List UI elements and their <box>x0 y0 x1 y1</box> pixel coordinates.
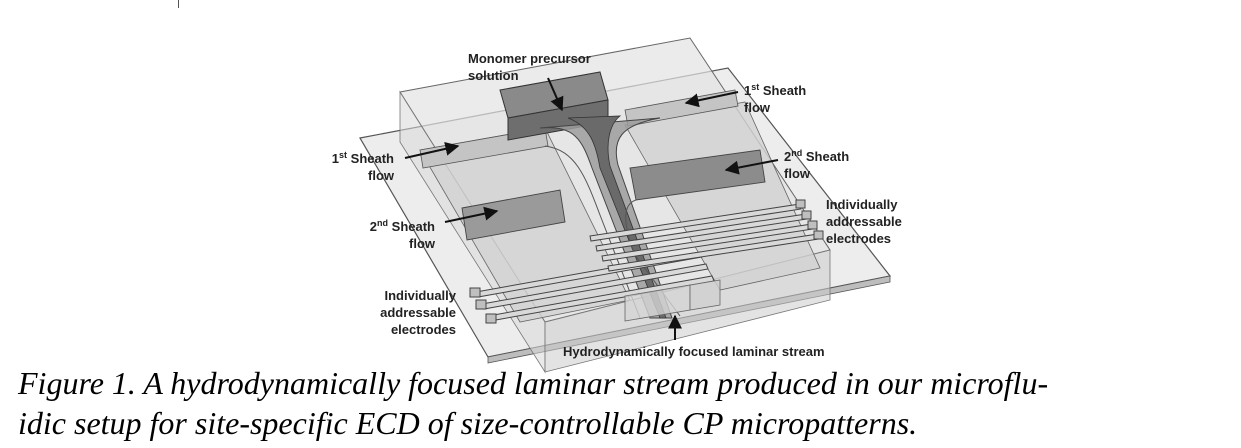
arrow-first-sheath-left <box>404 141 460 159</box>
top-edge-tick <box>178 0 179 8</box>
first-sheath-left-label: 1st Sheath flow <box>322 150 394 184</box>
right-electrodes <box>589 199 824 272</box>
monomer-label: Monomer precursor solution <box>468 50 591 84</box>
front-block-right <box>689 279 721 311</box>
second-sheath-left-label-line2: flow <box>409 236 435 251</box>
first-sheath-right-label-line1: 1st Sheath <box>744 82 807 99</box>
arrow-monomer <box>547 77 564 112</box>
second-sheath-channel-left <box>461 189 566 241</box>
second-sheath-right-label-line1: 2nd Sheath <box>784 148 850 165</box>
caption-line-1: Figure 1. A hydrodynamically focused lam… <box>18 365 1049 401</box>
first-sheath-right-label-line2: flow <box>744 100 770 115</box>
electrodes-left-label: Individually addressable electrodes <box>356 287 456 338</box>
first-sheath-right-label: 1st Sheath flow <box>744 82 806 116</box>
second-sheath-left-label-line1: 2nd Sheath <box>369 218 435 235</box>
second-sheath-left-label: 2nd Sheath flow <box>360 218 435 252</box>
stream-label: Hydrodynamically focused laminar stream <box>563 344 825 359</box>
arrow-first-sheath-right <box>684 91 739 108</box>
caption-line-2: idic setup for site-specific ECD of size… <box>18 405 918 441</box>
first-sheath-left-label-line2: flow <box>368 168 394 183</box>
left-curve-wall <box>544 145 641 319</box>
electrodes-right-label-line2: addressable <box>826 214 902 229</box>
electrodes-left-label-line2: addressable <box>380 305 456 320</box>
monomer-label-line2: solution <box>468 68 519 83</box>
figure-caption: Figure 1. A hydrodynamically focused lam… <box>18 363 1233 443</box>
first-sheath-left-label-line1: 1st Sheath <box>331 150 394 167</box>
monomer-label-line1: Monomer precursor <box>468 51 591 66</box>
electrodes-left-label-line1: Individually <box>384 288 456 303</box>
second-sheath-right-label: 2nd Sheath flow <box>784 148 849 182</box>
electrodes-right-label-line3: electrodes <box>826 231 892 246</box>
second-sheath-right-label-line2: flow <box>784 166 810 181</box>
electrodes-right-label: Individually addressable electrodes <box>826 196 902 247</box>
electrodes-right-label-line1: Individually <box>826 197 898 212</box>
arrow-second-sheath-right <box>724 159 779 175</box>
arrow-second-sheath-left <box>444 206 499 223</box>
electrodes-left-label-line3: electrodes <box>390 322 456 337</box>
